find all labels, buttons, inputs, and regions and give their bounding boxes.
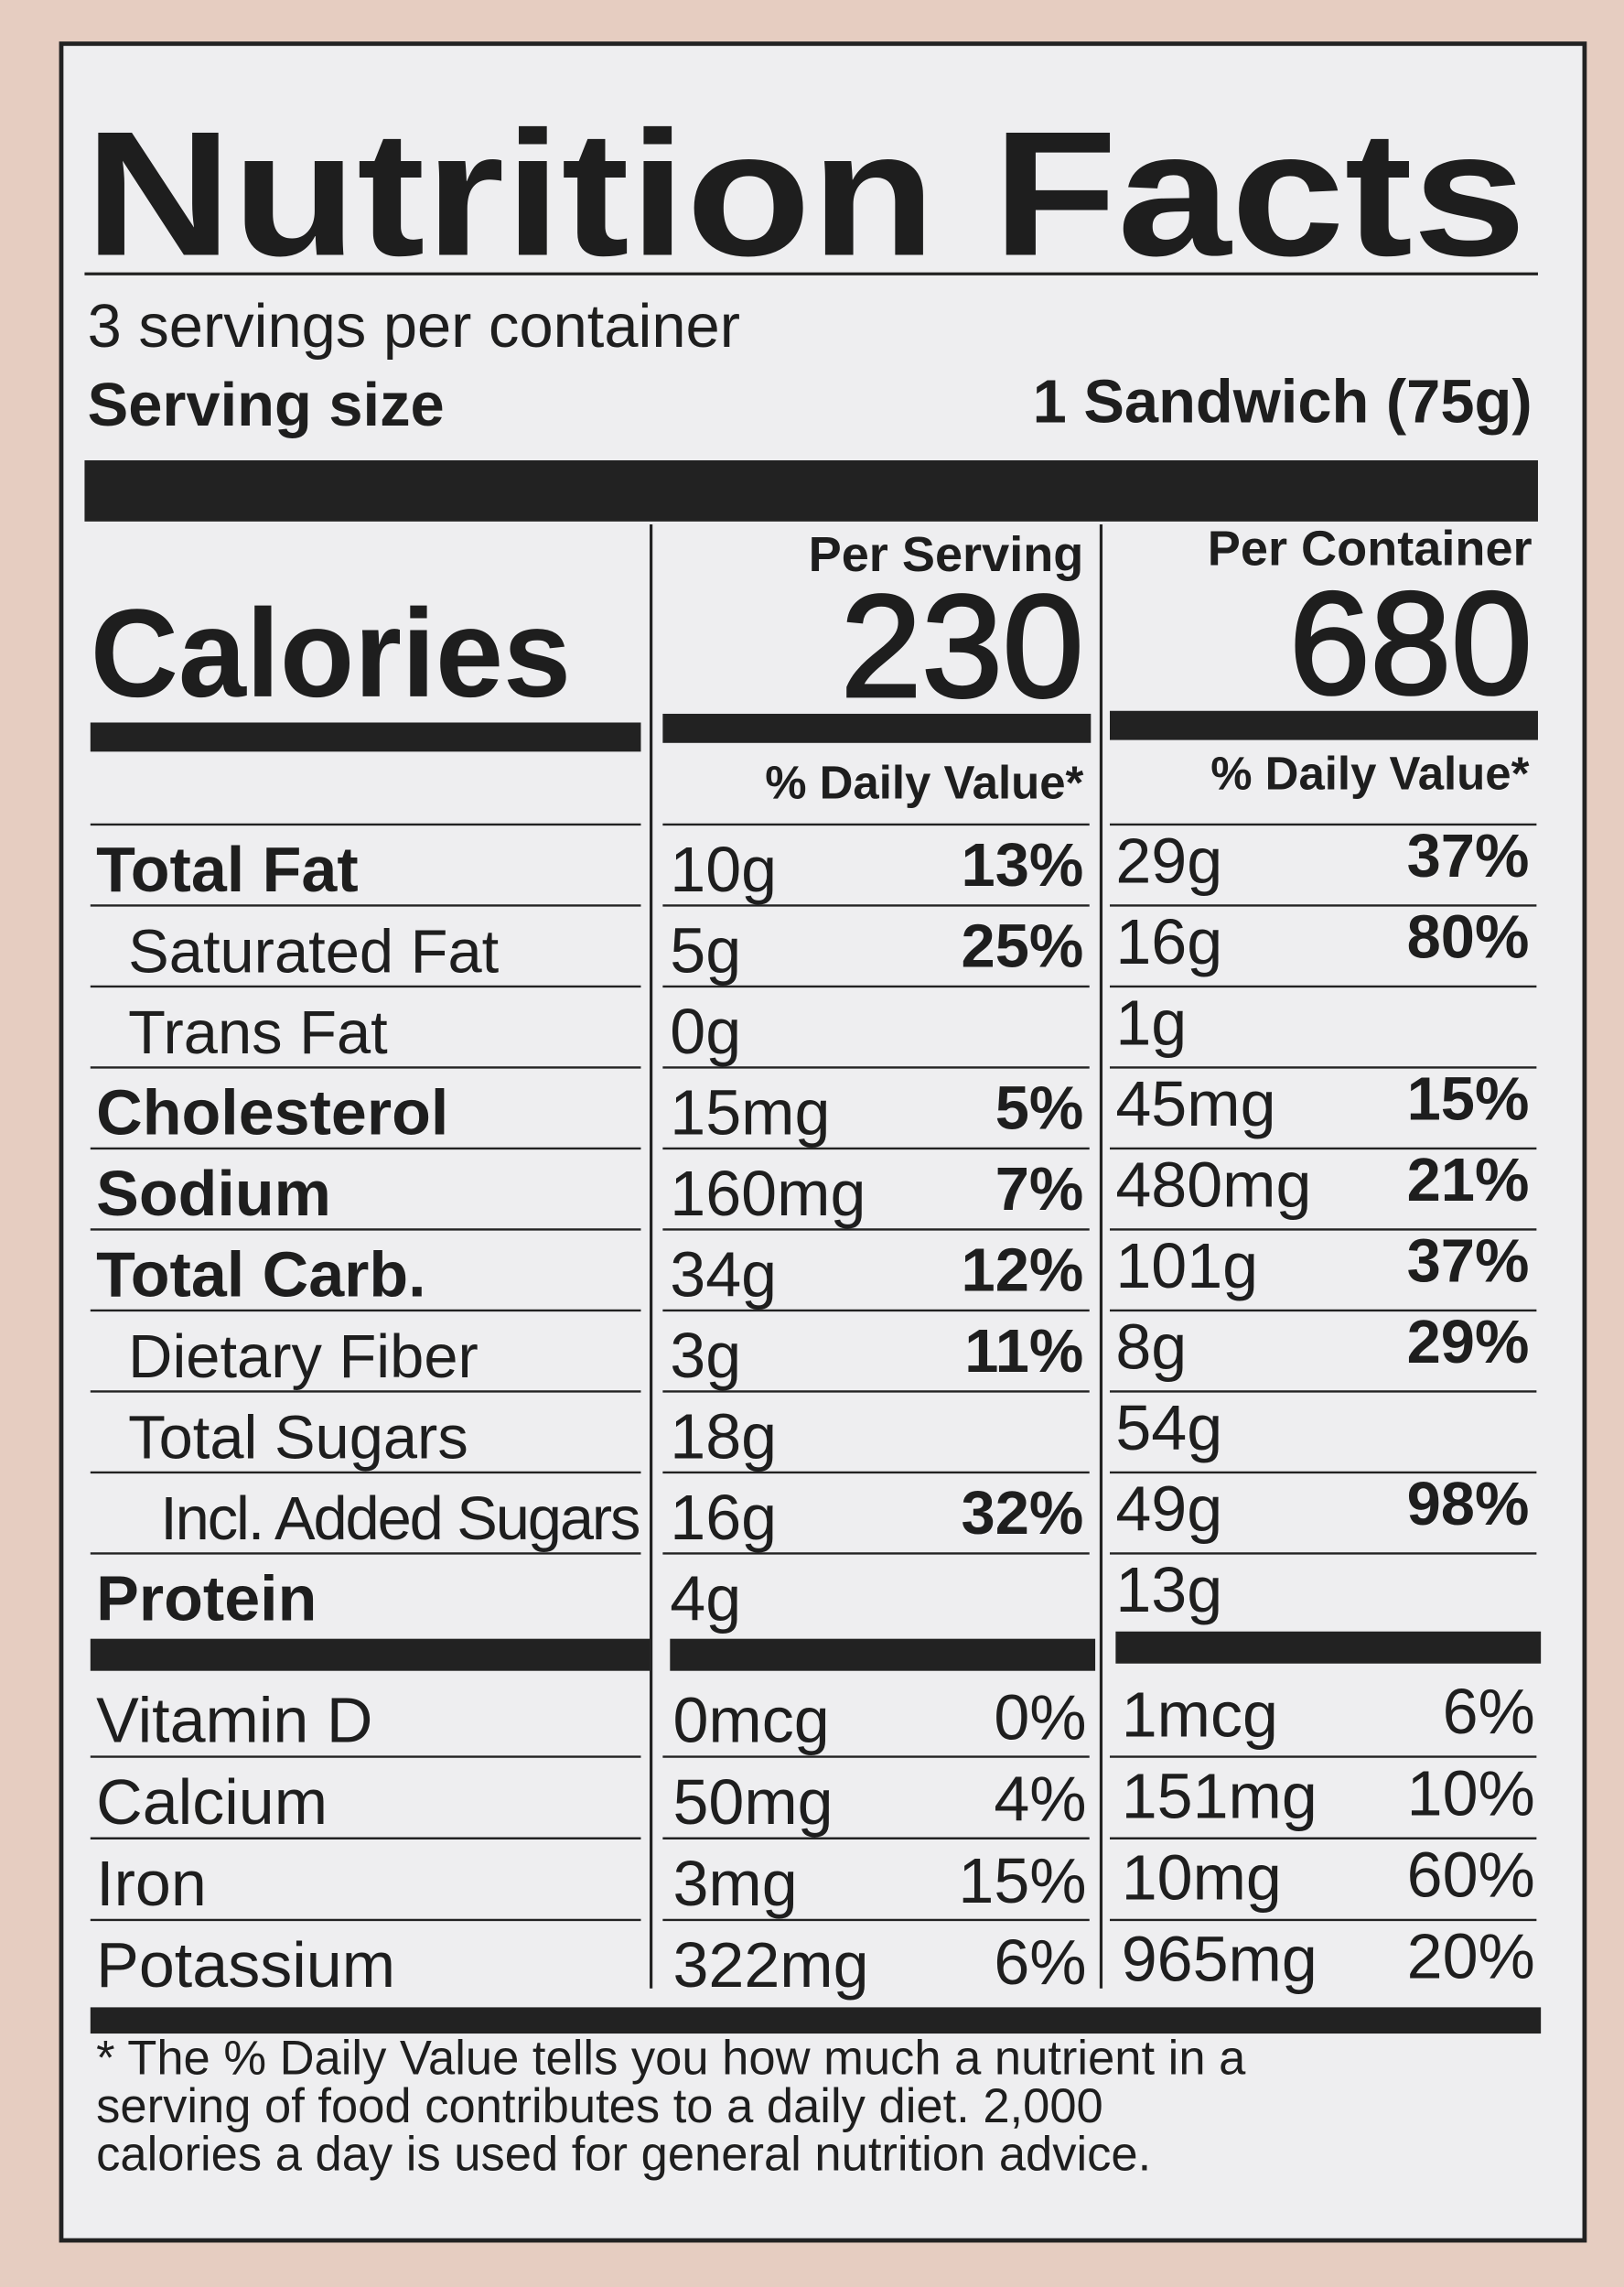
daily-value: 12% (962, 1235, 1084, 1304)
daily-value: 21% (1407, 1146, 1530, 1214)
servings: 3 servings per container (88, 292, 740, 361)
nutrient-name: Sodium (96, 1158, 331, 1229)
thick-bar (90, 1638, 651, 1671)
daily-value: 4% (994, 1764, 1086, 1835)
amount: 10g (670, 834, 777, 905)
amount: 0mcg (672, 1685, 829, 1756)
dv-header: % Daily Value* (1210, 748, 1529, 800)
amount: 4g (670, 1563, 741, 1634)
daily-value: 20% (1407, 1921, 1535, 1992)
daily-value: 6% (1443, 1676, 1535, 1747)
thick-bar (1110, 710, 1538, 740)
vitamin-name: Iron (96, 1848, 207, 1919)
dv-header: % Daily Value* (765, 756, 1083, 808)
amount: 1mcg (1122, 1678, 1278, 1750)
amount: 34g (670, 1239, 777, 1311)
daily-value: 98% (1407, 1470, 1530, 1538)
thick-bar (84, 459, 1538, 522)
daily-value: 0% (994, 1682, 1086, 1753)
amount: 10mg (1122, 1842, 1282, 1914)
daily-value: 10% (1407, 1757, 1535, 1829)
vitamin-name: Calcium (96, 1766, 328, 1838)
serving-size-value: 1 Sandwich (75g) (1033, 368, 1533, 437)
amount: 45mg (1115, 1068, 1275, 1139)
thick-bar (1115, 1631, 1542, 1664)
footnote: serving of food contributes to a daily d… (96, 2079, 1103, 2133)
amount: 151mg (1122, 1760, 1317, 1831)
amount: 16g (1115, 906, 1222, 977)
calories-per-serving: 230 (841, 565, 1084, 728)
calories-label: Calories (91, 584, 571, 724)
amount: 16g (670, 1482, 777, 1553)
daily-value: 11% (964, 1317, 1083, 1386)
amount: 8g (1115, 1311, 1187, 1383)
nutrient-name: Cholesterol (96, 1077, 448, 1149)
daily-value: 37% (1407, 822, 1530, 890)
thick-bar (90, 2007, 1542, 2034)
amount: 50mg (672, 1766, 833, 1838)
amount: 0g (670, 996, 741, 1067)
per-serving-label: Per Serving (809, 527, 1084, 582)
amount: 1g (1115, 987, 1187, 1059)
daily-value: 6% (994, 1926, 1086, 1998)
vitamin-name: Potassium (96, 1929, 395, 2001)
daily-value: 5% (995, 1073, 1084, 1142)
vitamin-name: Vitamin D (96, 1685, 372, 1756)
daily-value: 7% (995, 1155, 1084, 1224)
calories-per-container: 680 (1289, 562, 1533, 725)
daily-value: 80% (1407, 903, 1530, 972)
nutrient-name: Saturated Fat (128, 918, 499, 987)
daily-value: 29% (1407, 1308, 1530, 1376)
amount: 480mg (1115, 1149, 1311, 1221)
footnote: * The % Daily Value tells you how much a… (96, 2032, 1246, 2086)
amount: 54g (1115, 1392, 1222, 1463)
nutrient-name: Protein (96, 1563, 317, 1634)
thick-bar (90, 722, 641, 752)
title: Nutrition Facts (84, 95, 1526, 294)
amount: 5g (670, 915, 741, 987)
rows: Total Fat 10g 13% 29g 37% Saturated Fat 5g 25% 1… (90, 822, 1537, 2182)
thick-bar (670, 1638, 1096, 1671)
nutrient-name: Total Carb. (96, 1239, 425, 1311)
nutrient-name: Incl. Added Sugars (160, 1484, 640, 1553)
daily-value: 37% (1407, 1227, 1530, 1296)
serving-size-label: Serving size (88, 371, 445, 439)
amount: 13g (1115, 1554, 1222, 1625)
nutrient-name: Total Fat (96, 834, 359, 905)
daily-value: 60% (1407, 1839, 1535, 1910)
thick-bar (662, 713, 1092, 743)
amount: 322mg (672, 1929, 868, 2001)
daily-value: 13% (962, 831, 1084, 900)
daily-value: 25% (962, 912, 1084, 980)
amount: 15mg (670, 1077, 830, 1149)
amount: 160mg (670, 1158, 866, 1229)
daily-value: 15% (1407, 1065, 1530, 1134)
amount: 3g (670, 1320, 741, 1391)
footnote: calories a day is used for general nutri… (96, 2128, 1151, 2182)
amount: 29g (1115, 825, 1222, 897)
daily-value: 15% (958, 1845, 1086, 1916)
nutrient-name: Dietary Fiber (128, 1322, 479, 1391)
amount: 965mg (1122, 1924, 1317, 1995)
nutrient-name: Trans Fat (128, 998, 388, 1067)
nutrient-name: Total Sugars (128, 1404, 468, 1473)
amount: 49g (1115, 1473, 1222, 1545)
daily-value: 32% (962, 1479, 1084, 1548)
amount: 18g (670, 1401, 777, 1473)
amount: 101g (1115, 1230, 1258, 1301)
per-container-label: Per Container (1208, 522, 1533, 577)
label-panel (59, 41, 1587, 2243)
amount: 3mg (672, 1848, 797, 1919)
